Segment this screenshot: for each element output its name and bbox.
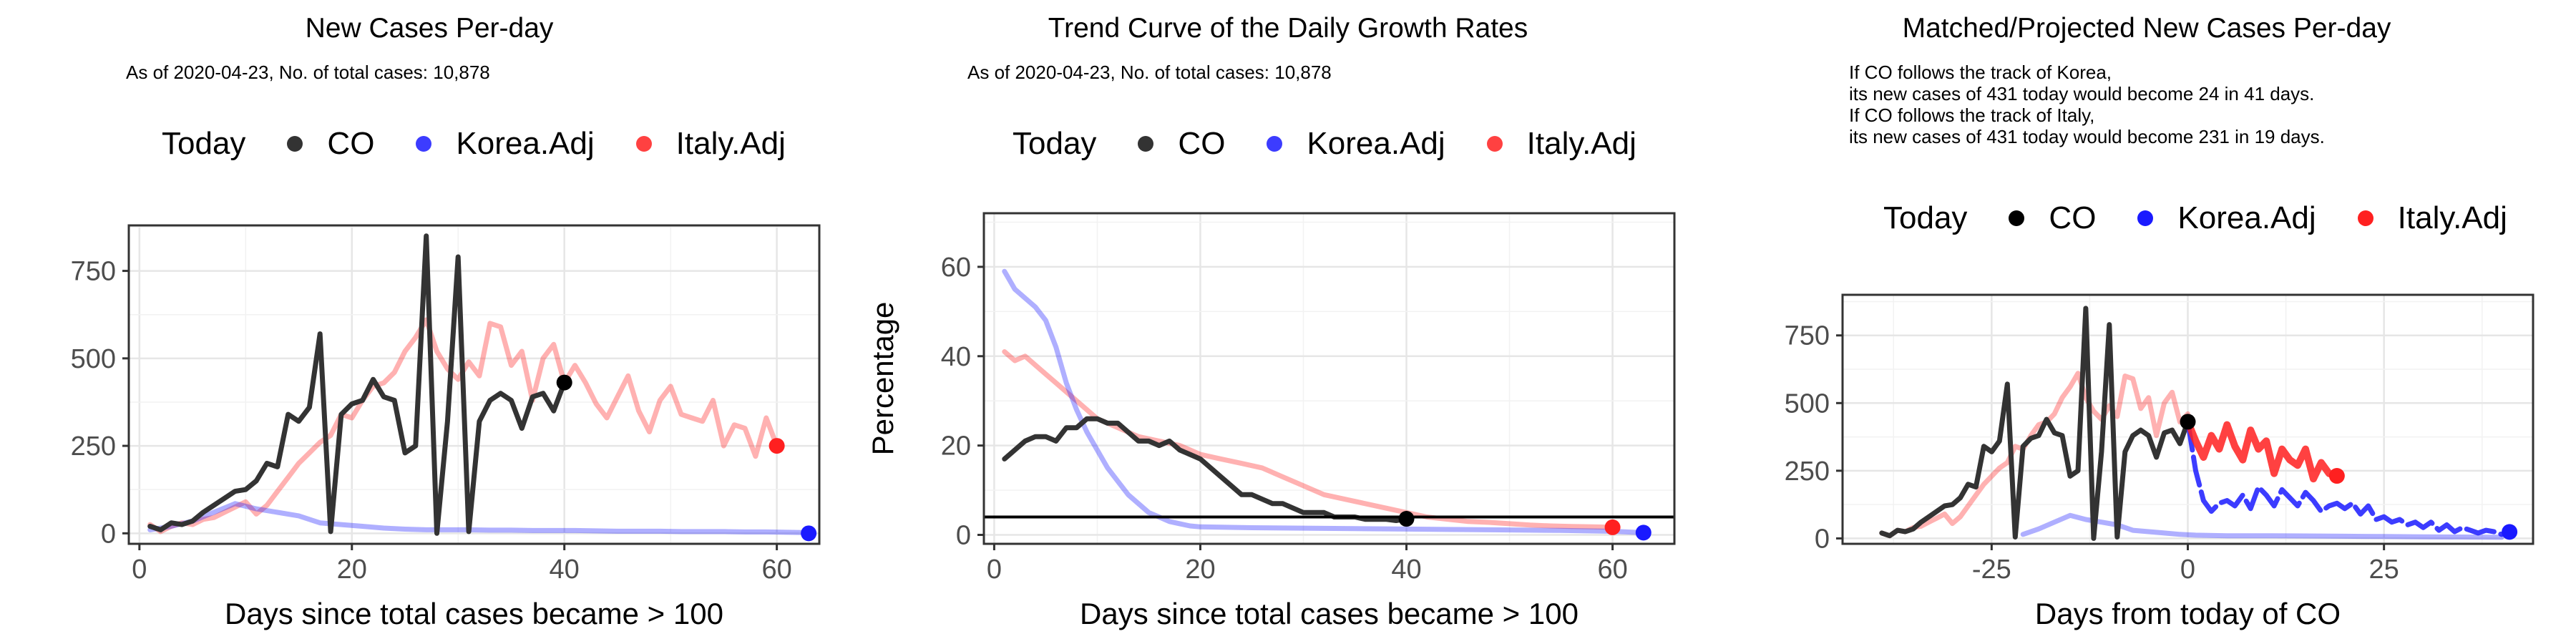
panel-new-cases: New Cases Per-day As of 2020-04-23, No. … (0, 0, 859, 644)
today-point-co (556, 374, 572, 391)
note-line: its new cases of 431 today would become … (1849, 126, 2325, 147)
legend-label: CO (1178, 126, 1226, 161)
chart-growth-rates: 0 20 40 60 0 20 40 60 Days since total cases bec… (866, 212, 1676, 630)
plot-background (984, 213, 1674, 544)
x-tick-label: 40 (550, 555, 580, 585)
y-tick-label: 0 (1815, 524, 1830, 554)
chart-new-cases: 0 20 40 60 0 250 500 750 Days since total cases … (71, 224, 821, 630)
projection-notes: If CO follows the track of Korea, its ne… (1849, 62, 2325, 147)
legend-title: Today (1883, 200, 1968, 235)
panel-title: New Cases Per-day (305, 13, 554, 44)
panel-title: Trend Curve of the Daily Growth Rates (1048, 13, 1528, 44)
legend-dot-co (1138, 136, 1154, 152)
panel-subtitle: As of 2020-04-23, No. of total cases: 10… (967, 62, 1332, 83)
x-tick-label: 0 (2180, 555, 2195, 585)
legend-label: Italy.Adj (675, 126, 786, 161)
legend-item-korea: Korea.Adj (416, 126, 595, 162)
legend-label: CO (327, 126, 375, 161)
y-tick-label: 750 (1785, 321, 1830, 351)
legend-dot-italy (1486, 136, 1503, 152)
today-point-italy-adj (769, 438, 785, 454)
y-tick-label: 0 (101, 519, 116, 549)
x-tick-label: 20 (1185, 555, 1215, 585)
panel-title: Matched/Projected New Cases Per-day (1902, 13, 2391, 44)
legend-dot-korea (2137, 210, 2154, 226)
y-axis-label: Percentage (866, 302, 899, 456)
y-tick-label: 40 (941, 342, 971, 372)
y-tick-label: 250 (71, 431, 116, 462)
legend-item-italy: Italy.Adj (635, 126, 786, 162)
series-line-italy-adj (1002, 349, 1616, 530)
y-tick-label: 20 (941, 431, 971, 462)
plot-frame (982, 212, 1676, 545)
x-tick-label: 60 (761, 555, 791, 585)
legend-label: CO (2049, 200, 2097, 235)
series-line-co (147, 233, 567, 536)
legend-dot-italy (2357, 210, 2373, 226)
legend-dot-korea (416, 136, 432, 152)
note-line: If CO follows the track of Korea, (1849, 62, 2112, 83)
series-line-italy-adj (2184, 418, 2341, 483)
note-line: its new cases of 431 today would become … (1849, 83, 2315, 104)
y-tick-label: 500 (1785, 389, 1830, 419)
legend-dot-co (287, 136, 303, 152)
x-tick-label: 25 (2369, 555, 2399, 585)
series-line-korea-adj (147, 501, 811, 535)
x-tick-label: 20 (337, 555, 367, 585)
legend: Today CO Korea.Adj Italy.Adj (162, 126, 827, 162)
today-point-italy-adj (2328, 468, 2345, 484)
plot-frame (127, 224, 821, 545)
legend-label: Italy.Adj (2397, 200, 2507, 235)
today-point-italy-adj (1604, 519, 1621, 535)
legend-dot-korea (1267, 136, 1283, 152)
legend-dot-co (2009, 210, 2025, 226)
x-tick-label: 0 (132, 555, 147, 585)
legend-item-korea: Korea.Adj (1267, 126, 1445, 162)
series-line-korea-adj (1002, 268, 1646, 535)
legend-title: Today (1013, 126, 1097, 161)
series-line-korea-adj-history- (2020, 512, 2504, 540)
panel-projected: Matched/Projected New Cases Per-day If C… (1717, 0, 2576, 644)
legend-item-co: CO (287, 126, 374, 162)
today-point-co (1398, 511, 1415, 527)
y-tick-label: 60 (941, 253, 971, 283)
today-point-korea-adj (801, 525, 817, 542)
today-point-co (2180, 414, 2196, 430)
legend-title: Today (162, 126, 246, 161)
note-line: If CO follows the track of Italy, (1849, 104, 2095, 126)
series-line-co (1879, 306, 2190, 541)
y-tick-label: 500 (71, 344, 116, 374)
x-tick-label: 0 (987, 555, 1002, 585)
legend-label: Italy.Adj (1526, 126, 1636, 161)
legend-item-korea: Korea.Adj (2137, 200, 2316, 236)
legend-item-italy: Italy.Adj (2357, 200, 2507, 236)
x-tick-label: 60 (1597, 555, 1627, 585)
legend-item-co: CO (2009, 200, 2096, 236)
series-line-italy-adj-history- (1879, 371, 2190, 539)
legend-label: Korea.Adj (2177, 200, 2316, 235)
x-tick-label: -25 (1972, 555, 2011, 585)
today-point-korea-adj (2502, 524, 2518, 540)
legend-label: Korea.Adj (456, 126, 595, 161)
y-tick-label: 250 (1785, 457, 1830, 487)
panel-subtitle: As of 2020-04-23, No. of total cases: 10… (126, 62, 490, 83)
panel-growth-rates: Trend Curve of the Daily Growth Rates As… (859, 0, 1717, 644)
legend-dot-italy (635, 136, 652, 152)
legend-label: Korea.Adj (1307, 126, 1445, 161)
y-tick-label: 0 (956, 521, 971, 551)
series-line-korea-adj (2185, 419, 2512, 537)
y-tick-label: 750 (71, 257, 116, 287)
today-point-korea-adj (1635, 525, 1652, 541)
legend-item-co: CO (1138, 126, 1225, 162)
x-axis-label: Days from today of CO (2035, 597, 2341, 630)
x-tick-label: 40 (1391, 555, 1421, 585)
legend: Today CO Korea.Adj Italy.Adj (1013, 126, 1678, 162)
x-axis-label: Days since total cases became > 100 (1080, 597, 1579, 630)
x-axis-label: Days since total cases became > 100 (225, 597, 723, 630)
legend-item-italy: Italy.Adj (1486, 126, 1636, 162)
legend: Today CO Korea.Adj Italy.Adj (1883, 200, 2549, 236)
